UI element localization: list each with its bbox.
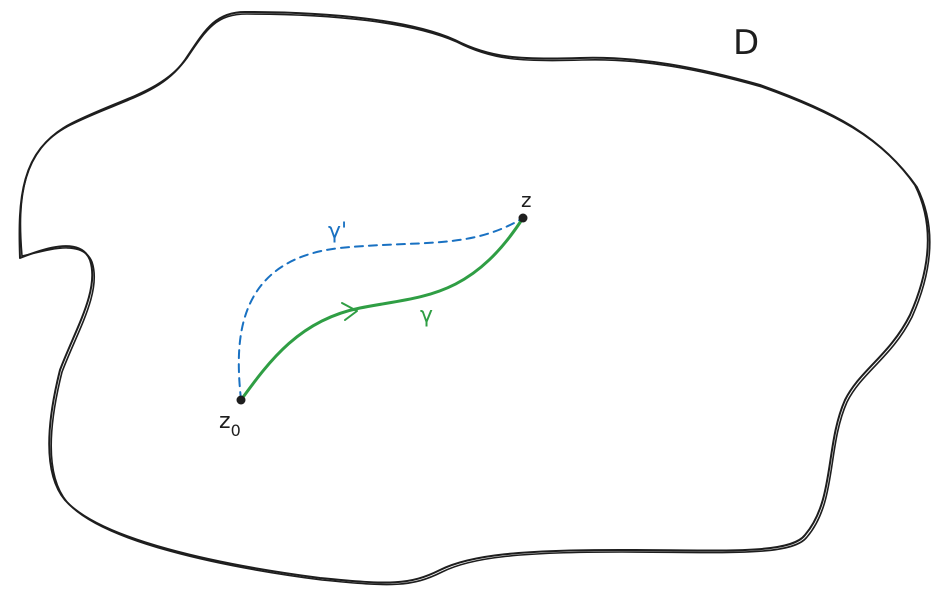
start-point-label: z0 [219, 409, 241, 440]
start-point-label-letter: z [219, 409, 231, 434]
region-label: D [733, 23, 759, 63]
region-outline-stroke-2 [19, 13, 931, 586]
alt-path-gamma-prime [237, 217, 524, 401]
path-gamma-arrowhead [341, 302, 358, 321]
start-point-label-subscript: 0 [231, 421, 241, 440]
end-point [518, 213, 528, 223]
end-point-label: z [521, 188, 532, 212]
path-gamma [239, 216, 525, 402]
alt-path-label: γ' [328, 219, 347, 244]
region-outline [18, 11, 931, 586]
path-label: γ [420, 303, 433, 328]
start-point [236, 395, 246, 405]
